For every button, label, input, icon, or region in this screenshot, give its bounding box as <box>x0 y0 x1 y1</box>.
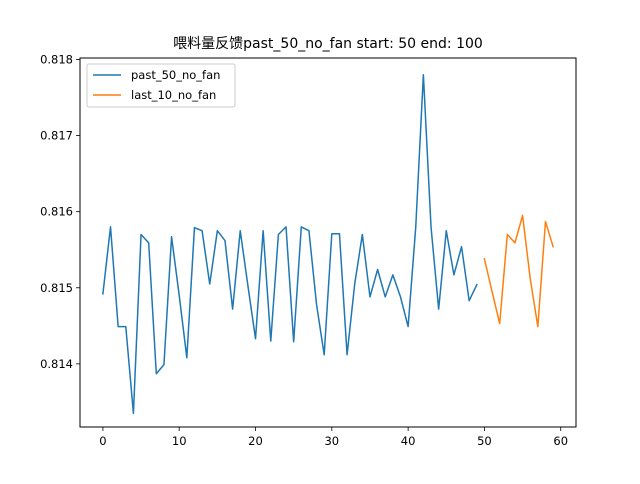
plot-frame <box>79 57 577 428</box>
y-tick-label: 0.814 <box>40 357 73 371</box>
y-tick-label: 0.815 <box>40 281 73 295</box>
x-tick-label: 40 <box>401 434 416 448</box>
legend-label-past-50-no-fan: past_50_no_fan <box>131 68 220 82</box>
y-tick-label: 0.818 <box>40 53 73 67</box>
chart-title: 喂料量反馈past_50_no_fan start: 50 end: 100 <box>173 36 483 52</box>
series-layer <box>102 73 555 415</box>
x-tick-label: 20 <box>248 434 263 448</box>
x-tick-label: 60 <box>553 434 568 448</box>
legend: past_50_no_fan last_10_no_fan <box>86 63 236 108</box>
x-tick-label: 30 <box>324 434 339 448</box>
x-axis: 0 10 20 30 40 50 60 <box>99 427 568 448</box>
y-axis: 0.814 0.815 0.816 0.817 0.818 <box>40 53 80 371</box>
series-line-last-10-no-fan <box>483 214 555 328</box>
x-tick-label: 50 <box>477 434 492 448</box>
legend-label-last-10-no-fan: last_10_no_fan <box>131 88 216 102</box>
y-tick-label: 0.816 <box>40 205 73 219</box>
y-tick-label: 0.817 <box>40 129 73 143</box>
legend-box <box>86 63 236 108</box>
series-line-past-50-no-fan <box>102 73 478 415</box>
x-tick-label: 10 <box>172 434 187 448</box>
x-tick-label: 0 <box>99 434 106 448</box>
